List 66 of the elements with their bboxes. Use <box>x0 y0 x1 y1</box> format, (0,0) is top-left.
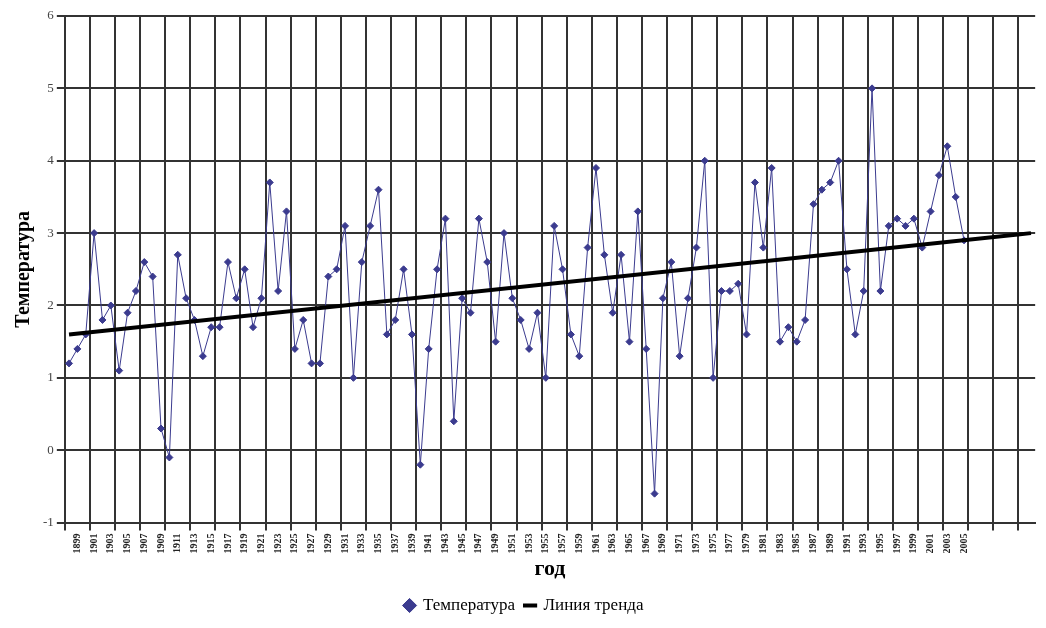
x-tick-label: 1915 <box>204 533 216 554</box>
x-tick-label: 1965 <box>623 533 635 554</box>
x-tick-label: 1949 <box>489 533 501 554</box>
x-tick-label: 1967 <box>639 533 651 554</box>
x-tick-label: 1913 <box>188 533 200 554</box>
x-tick-label: 1901 <box>87 533 99 554</box>
x-tick-label: 1937 <box>388 533 400 554</box>
x-tick-label: 1989 <box>823 533 835 554</box>
x-tick-label: 1983 <box>773 533 785 554</box>
legend-label: Температура <box>423 594 516 614</box>
x-tick-label: 1969 <box>656 533 668 554</box>
x-tick-label: 1963 <box>606 533 618 554</box>
x-tick-label: 1943 <box>439 533 451 554</box>
x-tick-label: 2003 <box>940 533 952 554</box>
x-tick-label: 1973 <box>689 533 701 554</box>
x-tick-label: 1979 <box>740 533 752 554</box>
x-tick-label: 1921 <box>254 533 266 554</box>
x-tick-label: 1991 <box>840 533 852 554</box>
x-tick-label: 1961 <box>589 533 601 554</box>
x-tick-label: 1907 <box>137 533 149 554</box>
y-tick-label: 4 <box>47 152 55 168</box>
x-tick-label: 1999 <box>907 533 919 554</box>
x-tick-label: 1993 <box>857 533 869 554</box>
y-tick-label: 5 <box>47 79 54 95</box>
x-tick-label: 1929 <box>321 533 333 554</box>
x-tick-label: 1957 <box>556 533 568 554</box>
y-tick-label: -1 <box>42 514 54 530</box>
x-tick-label: 1995 <box>873 533 885 554</box>
x-tick-label: 1985 <box>790 533 802 554</box>
x-tick-label: 1919 <box>238 533 250 554</box>
x-tick-label: 1903 <box>104 533 116 554</box>
x-tick-label: 1927 <box>305 533 317 554</box>
x-tick-label: 1997 <box>890 533 902 554</box>
x-tick-label: 1959 <box>572 533 584 554</box>
y-axis-title: Температура <box>11 210 35 328</box>
x-tick-label: 1935 <box>372 533 384 554</box>
x-tick-label: 1981 <box>756 533 768 554</box>
x-tick-label: 2001 <box>924 533 936 554</box>
y-tick-label: 1 <box>47 369 54 385</box>
legend-label: Линия тренда <box>543 594 644 614</box>
x-tick-label: 1955 <box>539 533 551 554</box>
x-tick-label: 1977 <box>723 533 735 554</box>
x-tick-label: 1953 <box>522 533 534 554</box>
x-tick-label: 1947 <box>472 533 484 554</box>
y-tick-label: 6 <box>47 7 55 23</box>
x-tick-label: 1931 <box>338 533 350 554</box>
x-tick-label: 1975 <box>706 533 718 554</box>
x-tick-label: 2005 <box>957 533 969 554</box>
x-axis-title: год <box>534 555 566 581</box>
x-tick-label: 1941 <box>422 533 434 554</box>
x-tick-label: 1923 <box>271 533 283 554</box>
y-tick-label: 2 <box>47 296 54 312</box>
x-tick-label: 1987 <box>807 533 819 554</box>
x-tick-label: 1917 <box>221 533 233 554</box>
x-tick-label: 1911 <box>171 533 183 554</box>
x-tick-label: 1939 <box>405 533 417 554</box>
y-tick-label: 0 <box>47 441 54 457</box>
x-tick-label: 1951 <box>505 533 517 554</box>
x-tick-label: 1925 <box>288 533 300 554</box>
x-tick-label: 1971 <box>673 533 685 554</box>
x-tick-label: 1905 <box>121 533 133 554</box>
y-tick-label: 3 <box>47 224 54 240</box>
x-tick-label: 1945 <box>455 533 467 554</box>
x-tick-label: 1909 <box>154 533 166 554</box>
x-tick-label: 1899 <box>70 533 82 554</box>
x-tick-label: 1933 <box>355 533 367 554</box>
